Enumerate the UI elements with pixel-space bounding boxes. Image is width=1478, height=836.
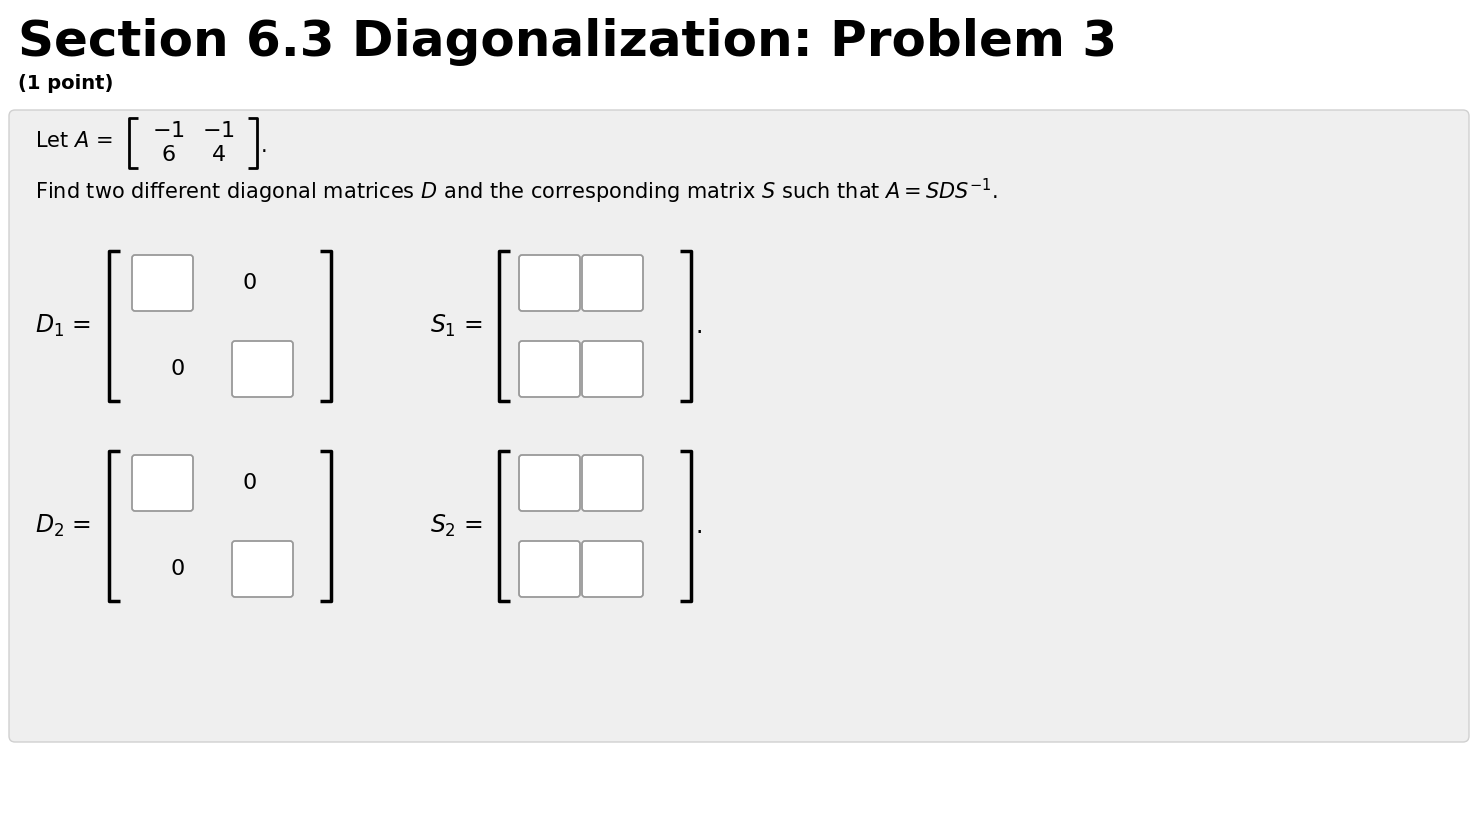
Text: Find two different diagonal matrices $D$ and the corresponding matrix $S$ such t: Find two different diagonal matrices $D$… <box>35 176 998 206</box>
FancyBboxPatch shape <box>232 541 293 597</box>
Text: $-1$: $-1$ <box>201 121 235 141</box>
FancyBboxPatch shape <box>519 455 579 511</box>
Text: $S_2$ =: $S_2$ = <box>430 513 483 539</box>
Text: $-1$: $-1$ <box>152 121 185 141</box>
FancyBboxPatch shape <box>132 455 194 511</box>
Text: $6$: $6$ <box>161 145 176 165</box>
Text: 0: 0 <box>171 559 185 579</box>
FancyBboxPatch shape <box>582 455 643 511</box>
FancyBboxPatch shape <box>519 541 579 597</box>
Text: .: . <box>696 314 704 338</box>
FancyBboxPatch shape <box>519 255 579 311</box>
Text: Section 6.3 Diagonalization: Problem 3: Section 6.3 Diagonalization: Problem 3 <box>18 18 1117 66</box>
FancyBboxPatch shape <box>519 341 579 397</box>
FancyBboxPatch shape <box>582 541 643 597</box>
Text: 0: 0 <box>171 359 185 379</box>
Text: .: . <box>696 514 704 538</box>
Text: $S_1$ =: $S_1$ = <box>430 313 483 339</box>
FancyBboxPatch shape <box>582 255 643 311</box>
Text: $D_1$ =: $D_1$ = <box>35 313 92 339</box>
Text: .: . <box>262 136 268 156</box>
FancyBboxPatch shape <box>9 110 1469 742</box>
Text: (1 point): (1 point) <box>18 74 114 93</box>
FancyBboxPatch shape <box>232 341 293 397</box>
FancyBboxPatch shape <box>582 341 643 397</box>
Text: 0: 0 <box>242 473 257 493</box>
Text: 0: 0 <box>242 273 257 293</box>
Text: Let $A$ =: Let $A$ = <box>35 131 112 151</box>
FancyBboxPatch shape <box>132 255 194 311</box>
Text: $4$: $4$ <box>210 145 226 165</box>
Text: $D_2$ =: $D_2$ = <box>35 513 92 539</box>
